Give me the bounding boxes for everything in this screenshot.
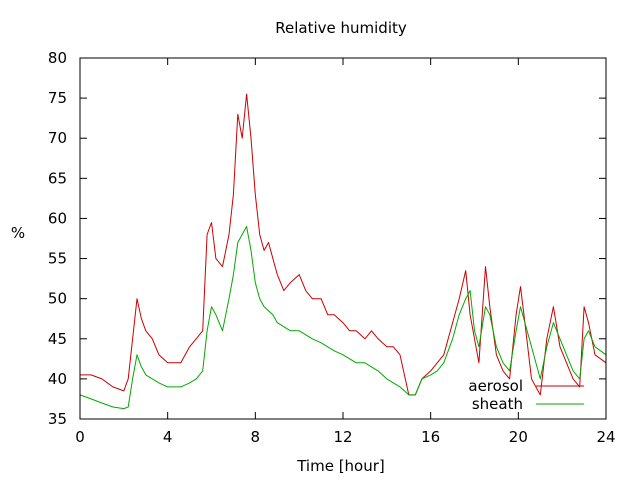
y-tick-label: 65: [48, 169, 67, 187]
x-tick-label: 4: [163, 428, 173, 446]
y-tick-label: 80: [48, 49, 67, 67]
x-tick-label: 12: [333, 428, 352, 446]
x-tick-label: 24: [596, 428, 615, 446]
series-lines: [79, 93, 607, 410]
x-tick-label: 0: [75, 428, 85, 446]
y-axis-label: %: [11, 224, 25, 242]
chart-title: Relative humidity: [275, 19, 407, 37]
legend-label-aerosol: aerosol: [468, 377, 523, 395]
series-line-aerosol: [80, 93, 607, 396]
plot-frame: [79, 57, 607, 420]
x-axis-label: Time [hour]: [296, 457, 385, 475]
axis-ticks: 0 4 8 12 16 20 24 35 40 45 50 55 60 65 70 75 80: [48, 49, 616, 446]
y-tick-label: 60: [48, 209, 67, 227]
y-tick-label: 70: [48, 129, 67, 147]
x-tick-label: 20: [509, 428, 528, 446]
series-line-sheath: [79, 226, 607, 410]
y-tick-label: 35: [48, 410, 67, 428]
x-tick-label: 8: [251, 428, 261, 446]
y-tick-label: 55: [48, 250, 67, 268]
y-tick-label: 50: [48, 290, 67, 308]
y-tick-label: 45: [48, 330, 67, 348]
y-tick-label: 40: [48, 370, 67, 388]
x-tick-label: 16: [421, 428, 440, 446]
legend-label-sheath: sheath: [472, 395, 523, 413]
y-tick-label: 75: [48, 89, 67, 107]
